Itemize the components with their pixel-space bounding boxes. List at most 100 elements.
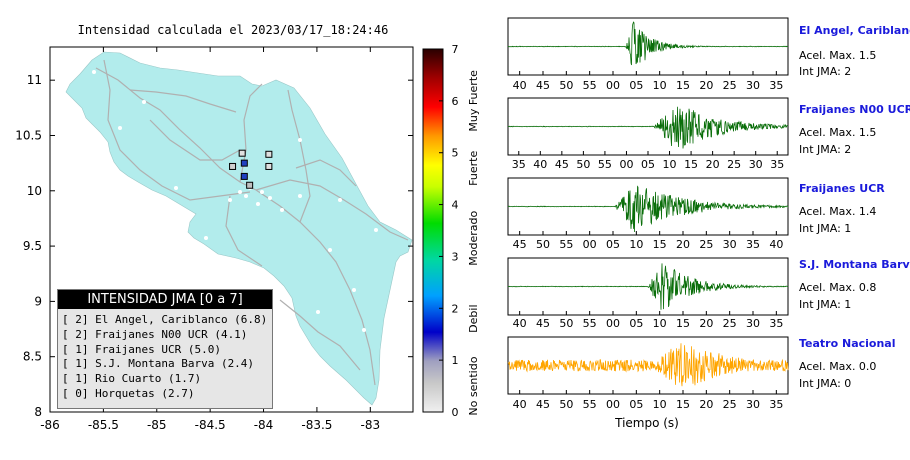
station-marker xyxy=(229,162,237,170)
waveform-tick-label: 05 xyxy=(641,158,655,171)
colorbar-labels: Muy Fuerte Fuerte Moderado Debil No sentido xyxy=(467,70,480,416)
colorbar-category-label: Debil xyxy=(467,304,480,332)
legend-item: [ 1] Rio Cuarto (1.7) xyxy=(62,372,202,386)
waveform-tick-label: 15 xyxy=(653,238,667,251)
map-axes: -86 -85.5 -85 -84.5 -84 -83.5 -83 8 8.5 9 9.5 10 10.… xyxy=(15,47,413,432)
intensity-legend: INTENSIDAD JMA [0 a 7] [ 2] El Angel, Ca… xyxy=(57,289,273,409)
waveform-tick-label: 20 xyxy=(699,398,713,411)
waveform-trace-4: 40 45 50 55 00 05 10 15 20 25 30 35 xyxy=(507,336,789,411)
station-int-0: Int JMA: 2 xyxy=(799,65,852,78)
colorbar-tick-label: 5 xyxy=(452,147,459,160)
waveform-tick-label: 40 xyxy=(513,398,527,411)
waveform-line xyxy=(507,21,788,66)
waveform-tick-label: 35 xyxy=(770,158,784,171)
waveform-tick-label: 50 xyxy=(559,317,573,330)
station-int-3: Int JMA: 1 xyxy=(799,298,852,311)
waveform-tick-label: 05 xyxy=(629,317,643,330)
waveform-line xyxy=(507,106,789,149)
waveform-line xyxy=(507,263,789,310)
waveform-tick-label: 30 xyxy=(746,79,760,92)
waveform-tick-label: 35 xyxy=(769,317,783,330)
waveform-tick-label: 00 xyxy=(606,398,620,411)
waveform-tick-label: 20 xyxy=(699,79,713,92)
waveform-tick-label: 45 xyxy=(513,238,527,251)
waveform-tick-label: 35 xyxy=(769,398,783,411)
waveform-tick-label: 05 xyxy=(629,79,643,92)
map-ytick-label: 9 xyxy=(34,294,42,308)
waveform-tick-label: 40 xyxy=(769,238,783,251)
waveform-tick-label: 00 xyxy=(583,238,597,251)
map-ytick-label: 10.5 xyxy=(15,128,42,142)
map-ytick-label: 9.5 xyxy=(23,239,42,253)
waveform-tick-label: 55 xyxy=(598,158,612,171)
station-name-3: S.J. Montana Barva xyxy=(799,258,910,271)
waveform-tick-label: 00 xyxy=(606,79,620,92)
waveform-tick-label: 40 xyxy=(513,317,527,330)
waveform-tick-label: 55 xyxy=(583,317,597,330)
legend-list: [ 2] El Angel, Cariblanco (6.8) [ 2] Fra… xyxy=(58,309,272,402)
colorbar-tick-label: 3 xyxy=(452,250,459,263)
waveform-tick-label: 30 xyxy=(749,158,763,171)
station-acel-3: Acel. Max. 0.8 xyxy=(799,281,877,294)
colorbar-tick-label: 4 xyxy=(452,199,459,212)
colorbar-category-label: Muy Fuerte xyxy=(467,70,480,132)
waveform-tick-label: 35 xyxy=(746,238,760,251)
map-xtick-label: -84.5 xyxy=(195,418,226,432)
costa-rica-land xyxy=(65,51,413,406)
station-acel-4: Acel. Max. 0.0 xyxy=(799,360,877,373)
map-xtick-label: -83 xyxy=(360,418,380,432)
waveform-tick-label: 20 xyxy=(699,317,713,330)
map-xtick-label: -85.5 xyxy=(88,418,119,432)
map-frame xyxy=(49,46,414,413)
time-axis-label: Tiempo (s) xyxy=(614,416,679,430)
intensity-colorbar xyxy=(422,48,444,413)
waveform-tick-label: 00 xyxy=(606,317,620,330)
map-xtick-label: -85 xyxy=(147,418,167,432)
town-markers xyxy=(92,70,378,332)
waveform-trace-0: 40 45 50 55 00 05 10 15 20 25 30 35 xyxy=(507,17,789,92)
station-name-2: Fraijanes UCR xyxy=(799,182,885,195)
waveform-tick-label: 25 xyxy=(699,238,713,251)
waveform-tick-label: 25 xyxy=(723,317,737,330)
waveform-tick-label: 05 xyxy=(629,398,643,411)
station-int-1: Int JMA: 2 xyxy=(799,143,852,156)
map-xtick-label: -86 xyxy=(40,418,60,432)
map-ytick-label: 8 xyxy=(34,405,42,419)
waveform-tick-label: 00 xyxy=(619,158,633,171)
waveform-tick-label: 55 xyxy=(583,398,597,411)
waveform-tick-label: 55 xyxy=(559,238,573,251)
waveform-tick-label: 35 xyxy=(769,79,783,92)
map-xtick-label: -83.5 xyxy=(301,418,332,432)
station-marker xyxy=(265,162,273,170)
waveform-tick-label: 10 xyxy=(653,79,667,92)
map-ytick-label: 11 xyxy=(27,73,42,87)
waveform-tick-label: 20 xyxy=(706,158,720,171)
waveform-tick-label: 50 xyxy=(559,398,573,411)
colorbar-category-label: Fuerte xyxy=(467,151,480,186)
waveform-tick-label: 30 xyxy=(723,238,737,251)
waveform-tick-label: 45 xyxy=(536,398,550,411)
station-int-2: Int JMA: 1 xyxy=(799,222,852,235)
waveform-trace-2: 45 50 55 00 05 10 15 20 25 30 35 40 xyxy=(507,177,789,251)
waveform-tick-label: 35 xyxy=(512,158,526,171)
waveform-tick-label: 15 xyxy=(676,79,690,92)
legend-item: [ 1] S.J. Montana Barva (2.4) xyxy=(62,357,255,371)
legend-item: [ 1] Fraijanes UCR (5.0) xyxy=(62,342,221,356)
waveform-tick-label: 50 xyxy=(559,79,573,92)
station-marker xyxy=(246,181,254,189)
waveform-tick-label: 25 xyxy=(727,158,741,171)
waveform-tick-label: 15 xyxy=(676,317,690,330)
intensity-map: Intensidad calculada el 2023/03/17_18:24… xyxy=(15,23,480,432)
waveform-tick-label: 50 xyxy=(576,158,590,171)
waveform-tick-label: 15 xyxy=(684,158,698,171)
station-acel-0: Acel. Max. 1.5 xyxy=(799,49,877,62)
colorbar-category-label: Moderado xyxy=(467,211,480,266)
colorbar-tick-label: 6 xyxy=(452,95,459,108)
waveform-tick-label: 55 xyxy=(583,79,597,92)
waveform-tick-label: 30 xyxy=(746,398,760,411)
station-marker xyxy=(240,172,248,180)
station-name-0: El Angel, Cariblanco xyxy=(799,24,910,37)
colorbar-tick-label: 1 xyxy=(452,354,459,367)
colorbar-tick-label: 0 xyxy=(452,406,459,419)
colorbar-ticks: 7 6 5 4 3 2 1 0 xyxy=(439,43,459,419)
